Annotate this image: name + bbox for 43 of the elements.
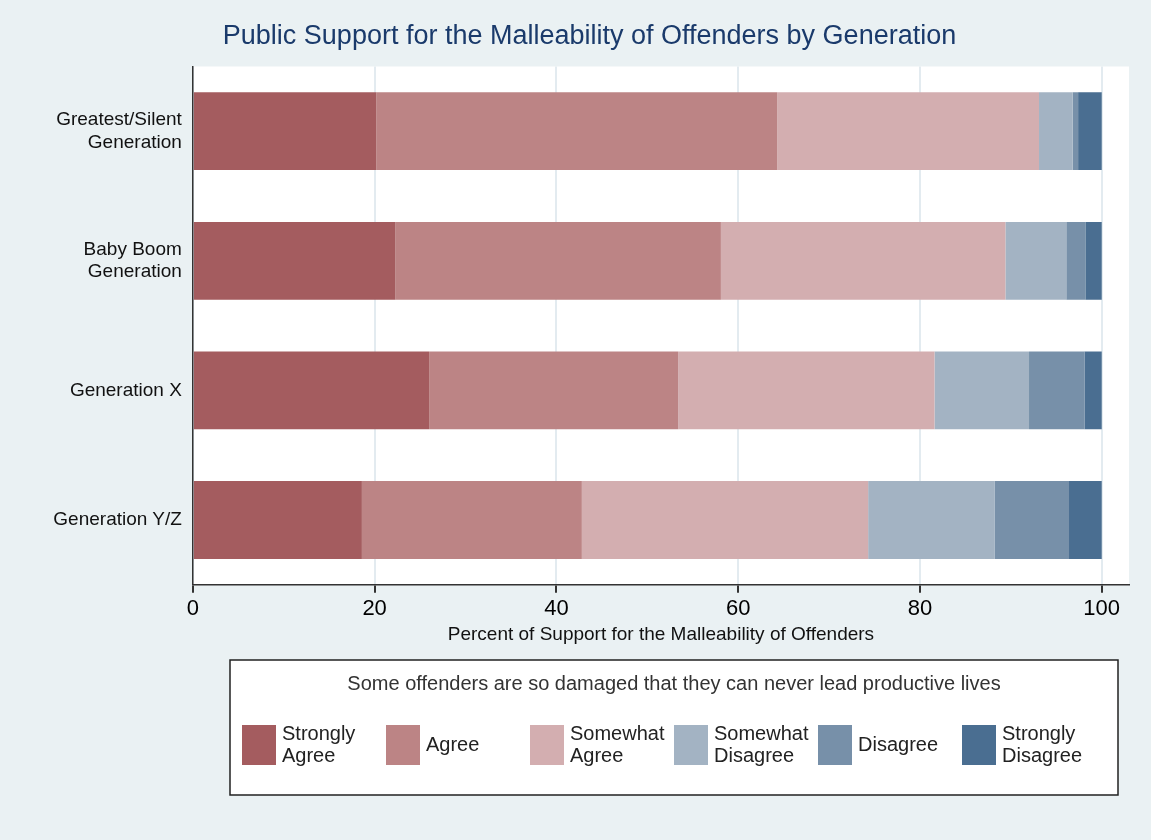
y-tick-label: Generation Y/Z bbox=[53, 508, 183, 530]
bar bbox=[1085, 221, 1102, 300]
y-tick-label: Baby Boom Generation bbox=[83, 237, 182, 282]
bar bbox=[777, 92, 1040, 171]
legend-label: Somewhat Agree bbox=[570, 721, 665, 766]
legend-label: Strongly Agree bbox=[282, 721, 356, 766]
legend-title: Some offenders are so damaged that they can never lead productive lives bbox=[347, 671, 1001, 694]
bar bbox=[1029, 351, 1085, 430]
legend-label: Somewhat Disagree bbox=[714, 721, 809, 766]
bar bbox=[193, 351, 430, 430]
bar bbox=[376, 92, 778, 171]
bar bbox=[1072, 92, 1079, 171]
bar bbox=[1078, 92, 1102, 171]
bar bbox=[581, 481, 869, 559]
x-tick-label: 80 bbox=[907, 595, 933, 621]
legend-label: Agree bbox=[426, 732, 480, 755]
bar bbox=[1005, 221, 1067, 300]
legend-label: Strongly Disagree bbox=[1002, 721, 1083, 766]
bar bbox=[429, 351, 679, 430]
bar bbox=[1066, 221, 1086, 300]
x-tick-label: 100 bbox=[1083, 595, 1121, 621]
x-tick-label: 0 bbox=[186, 595, 199, 621]
bar bbox=[868, 481, 995, 559]
bar bbox=[720, 221, 1006, 300]
bar bbox=[934, 351, 1030, 430]
x-tick-label: 20 bbox=[362, 595, 387, 621]
x-tick-label: 60 bbox=[725, 595, 751, 621]
bar bbox=[1039, 92, 1073, 171]
x-tick-label: 40 bbox=[544, 595, 569, 621]
bar bbox=[1069, 481, 1102, 559]
chart-title: Public Support for the Malleability of Offenders by Generation bbox=[222, 19, 957, 50]
bar bbox=[193, 92, 377, 171]
bar bbox=[193, 221, 396, 300]
x-axis-title: Percent of Support for the Malleability of Offenders bbox=[447, 622, 875, 644]
bar bbox=[395, 221, 721, 300]
bar bbox=[193, 481, 362, 559]
legend-label: Disagree bbox=[858, 732, 939, 755]
bar bbox=[1084, 351, 1102, 430]
y-tick-label: Generation X bbox=[69, 378, 183, 400]
bar bbox=[994, 481, 1070, 559]
y-tick-label: Greatest/Silent Generation bbox=[56, 108, 183, 152]
bar bbox=[678, 351, 935, 430]
bar bbox=[361, 481, 582, 559]
